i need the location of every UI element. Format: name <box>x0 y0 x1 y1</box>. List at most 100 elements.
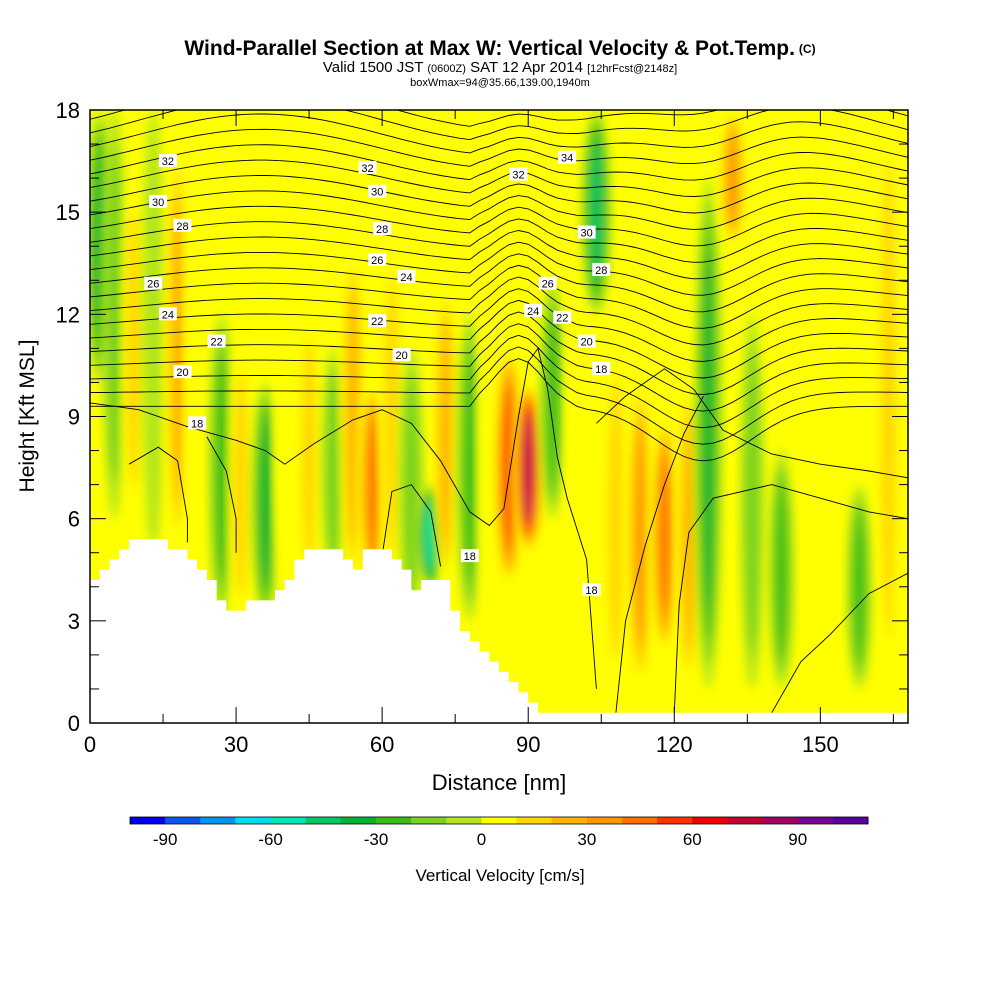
contour-label-box <box>558 150 577 164</box>
contour-label-text: 24 <box>400 272 412 284</box>
theta-contour <box>90 253 908 313</box>
theta-contour <box>90 323 908 412</box>
contour-label: 22 <box>553 310 572 325</box>
w-cell <box>744 346 760 657</box>
contour-label-text: 18 <box>464 551 476 563</box>
w-cell <box>525 414 531 521</box>
contour-label: 28 <box>373 222 392 236</box>
contour-label: 34 <box>558 150 577 165</box>
w-column <box>808 518 832 689</box>
terrain-shape <box>90 539 908 723</box>
contour-label: 22 <box>207 334 226 349</box>
w-cell <box>427 502 435 570</box>
theta-contour <box>90 144 908 181</box>
contour-label: 26 <box>144 276 163 291</box>
w-column <box>539 280 566 519</box>
contour-label-box <box>509 167 528 181</box>
contour-label-text: 22 <box>371 316 383 328</box>
contour-label: 18 <box>592 361 611 376</box>
y-tick-label: 0 <box>68 711 80 736</box>
contour-label-text: 26 <box>371 255 383 267</box>
contour-label-text: 28 <box>176 221 188 233</box>
w-column <box>432 280 459 587</box>
w-cell <box>325 369 341 567</box>
contour-label-box <box>538 276 557 290</box>
w-column <box>477 280 502 621</box>
contour-label-box <box>207 334 226 348</box>
contour-label: 18 <box>188 416 207 430</box>
x-tick-label: 120 <box>656 732 693 757</box>
contour-label: 26 <box>538 276 557 291</box>
y-tick-label: 12 <box>56 302 80 327</box>
contour-label: 22 <box>368 314 387 328</box>
theta-contour-low <box>596 368 908 479</box>
w-column <box>228 348 254 621</box>
contour-label: 20 <box>392 348 411 362</box>
w-cell <box>368 415 377 554</box>
theta-contour <box>90 128 908 167</box>
colorbar-label: Vertical Velocity [cm/s] <box>415 866 584 885</box>
theta-contour <box>90 241 908 296</box>
colorbar-swatch <box>797 817 834 824</box>
w-column <box>321 348 346 587</box>
x-tick-label: 60 <box>370 732 394 757</box>
theta-contour <box>90 175 908 214</box>
contour-label-text: 30 <box>371 187 383 199</box>
colorbar-tick-label: -60 <box>258 830 283 849</box>
theta-contour <box>90 276 908 346</box>
colorbar-swatch <box>622 817 658 824</box>
w-column <box>164 144 192 553</box>
colorbar-swatch <box>692 817 728 824</box>
y-axis-label: Height [Kft MSL] <box>16 340 39 493</box>
contour-label: 24 <box>397 269 416 284</box>
contour-label-text: 26 <box>542 279 554 291</box>
contour-label-box <box>373 222 392 236</box>
contour-label-text: 28 <box>595 265 607 277</box>
theta-contour-low <box>128 446 188 543</box>
w-cell <box>727 129 738 227</box>
contour-label-box <box>149 194 168 208</box>
w-column <box>512 382 545 553</box>
theta-contour <box>90 110 908 127</box>
w-cell <box>106 145 123 484</box>
contour-label-box <box>460 549 479 563</box>
colorbar-frame <box>129 816 869 825</box>
y-tick-label: 15 <box>56 200 80 225</box>
w-column <box>768 450 795 689</box>
colorbar-swatch <box>305 817 342 824</box>
w-column <box>846 484 873 689</box>
w-cell <box>775 480 788 660</box>
contour-label: 32 <box>509 167 528 182</box>
contour-label: 18 <box>582 583 601 597</box>
colorbar-swatch <box>551 817 588 824</box>
contour-label-box <box>358 160 377 174</box>
contour-label-box <box>368 314 387 328</box>
contour-label-box <box>577 225 596 239</box>
theta-contour-low <box>771 572 908 714</box>
theta-contour <box>90 358 908 462</box>
contour-label-box <box>582 583 601 597</box>
theta-contour <box>90 190 908 230</box>
y-tick-label: 9 <box>68 405 80 430</box>
contour-label: 18 <box>460 549 479 563</box>
w-cell <box>233 371 249 598</box>
contour-label-text: 34 <box>561 153 573 165</box>
theta-contour <box>90 218 908 263</box>
theta-contour <box>90 346 908 445</box>
potential-temperature-contours <box>90 110 908 714</box>
contour-label-text: 18 <box>191 418 203 430</box>
colorbar-swatch <box>200 817 236 824</box>
contour-label-box <box>592 361 611 375</box>
chart-title: Wind-Parallel Section at Max W: Vertical… <box>0 38 1000 60</box>
contour-label: 32 <box>358 160 377 175</box>
w-cell <box>215 352 228 583</box>
contour-label-box <box>577 334 596 348</box>
w-cell <box>703 253 714 614</box>
chart-subtitle: Valid 1500 JST (0600Z) SAT 12 Apr 2014 [… <box>0 60 1000 77</box>
w-column <box>456 314 484 621</box>
colorbar-swatch <box>657 817 693 824</box>
contour-label-box <box>173 218 192 232</box>
theta-contour <box>90 110 908 141</box>
colorbar-swatch <box>165 817 201 824</box>
